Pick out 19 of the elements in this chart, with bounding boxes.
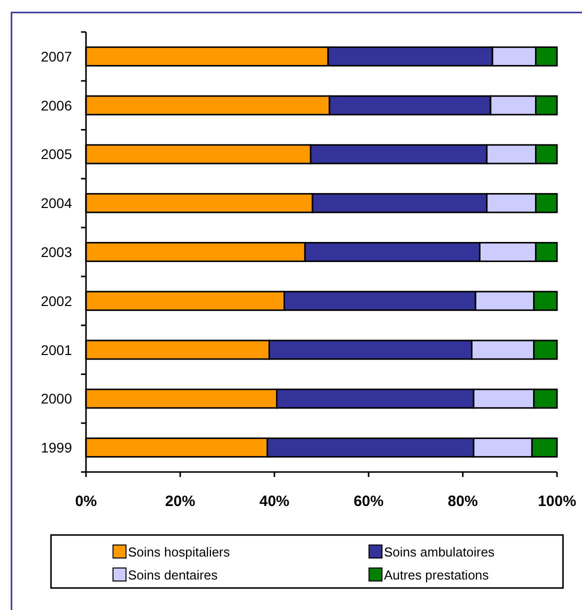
legend-label: Soins dentaires [128,568,218,582]
y-tick-label: 2000 [40,390,72,407]
y-tick-label: 1999 [40,440,72,456]
x-tick-label: 100% [538,493,576,510]
x-tick-label: 40% [259,493,290,510]
legend-label: Autres prestations [384,568,490,582]
x-tick-label: 20% [165,493,196,510]
y-tick-label: 2005 [40,146,72,162]
x-tick-label: 80% [448,493,478,510]
y-tick-label: 2003 [40,244,72,260]
y-tick-label: 2006 [40,97,72,114]
legend-label: Soins hospitaliers [128,544,230,560]
legend-label: Soins ambulatoires [384,544,496,560]
y-tick-label: 2001 [40,342,72,358]
y-tick-label: 2004 [40,195,72,212]
x-tick-label: 0% [75,493,97,510]
y-tick-label: 2007 [40,48,72,64]
y-tick-label: 2002 [40,292,72,309]
x-tick-label: 60% [354,493,384,510]
